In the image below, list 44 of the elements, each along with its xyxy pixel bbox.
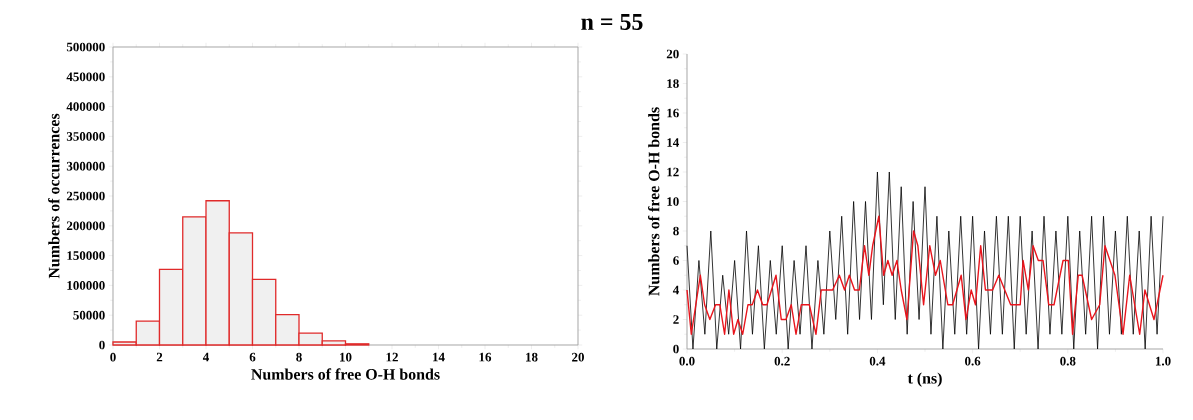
x-tick-label: 12 — [386, 352, 398, 362]
y-tick-label: 350000 — [66, 132, 105, 141]
x-axis-title: t (ns) — [907, 372, 942, 387]
y-tick-label: 4 — [672, 285, 679, 295]
x-tick-label: 0.2 — [774, 356, 790, 366]
x-tick-label: 20 — [572, 352, 584, 362]
chart-title: n = 55 — [581, 14, 643, 30]
y-tick-label: 450000 — [66, 72, 105, 82]
y-tick-label: 8 — [673, 226, 679, 236]
y-tick-label: 150000 — [67, 251, 105, 260]
y-tick-label: 2 — [673, 315, 679, 324]
x-tick-label: 18 — [526, 352, 538, 362]
y-tick-label: 300000 — [66, 161, 105, 171]
x-tick-label: 0.0 — [679, 356, 695, 366]
x-tick-label: 0.6 — [965, 356, 981, 366]
x-tick-label: 4 — [202, 352, 209, 362]
y-tick-label: 10 — [667, 197, 679, 206]
y-tick-label: 6 — [673, 256, 679, 265]
y-tick-label: 18 — [667, 79, 679, 88]
y-tick-label: 0 — [673, 344, 679, 354]
x-axis-title: Numbers of free O-H bonds — [251, 368, 440, 380]
y-tick-label: 400000 — [66, 102, 105, 111]
y-tick-label: 100000 — [67, 281, 105, 290]
y-tick-label: 500000 — [66, 42, 105, 52]
y-axis-title: Numbers of occurrences — [48, 113, 60, 279]
x-tick-label: 0 — [110, 352, 116, 362]
y-tick-label: 14 — [667, 138, 679, 147]
y-tick-label: 12 — [667, 167, 679, 177]
x-tick-label: 0.8 — [1060, 356, 1076, 366]
x-tick-label: 14 — [433, 352, 445, 362]
x-tick-label: 10 — [340, 352, 352, 362]
y-tick-label: 0 — [99, 340, 105, 350]
x-tick-label: 2 — [156, 352, 163, 362]
y-tick-label: 50000 — [73, 310, 105, 320]
x-tick-label: 1.0 — [1155, 356, 1171, 366]
x-tick-label: 16 — [479, 352, 492, 362]
x-tick-label: 6 — [249, 352, 256, 362]
x-tick-label: 0.4 — [869, 356, 886, 366]
y-tick-label: 16 — [667, 108, 679, 118]
x-tick-label: 8 — [296, 352, 302, 362]
y-tick-label: 250000 — [66, 191, 105, 201]
y-tick-label: 20 — [666, 49, 679, 59]
y-axis-title: Numbers of free O-H bonds — [648, 107, 660, 296]
y-tick-label: 200000 — [66, 221, 105, 231]
